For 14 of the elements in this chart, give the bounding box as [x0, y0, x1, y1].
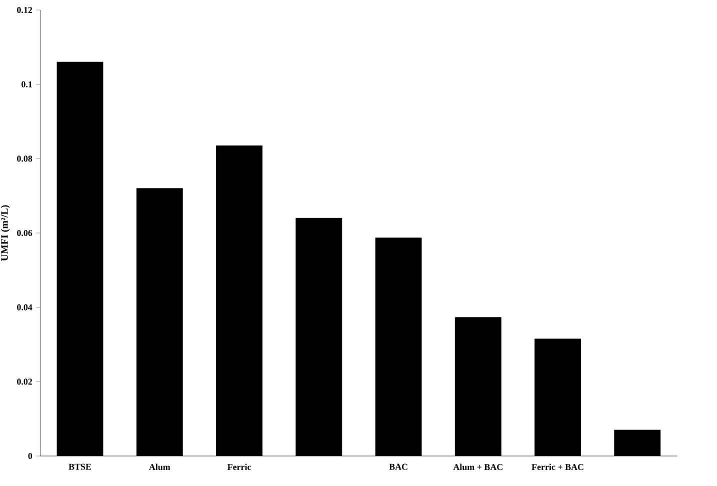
x-tick-label: Ferric + BAC [532, 464, 584, 470]
x-tick-label: Ferric [227, 464, 251, 470]
x-tick-label: Alum [149, 464, 170, 470]
x-tick-label: BAC [389, 464, 408, 470]
x-tick-label: Alum + BAC [453, 464, 502, 470]
y-tick-label: 0.1 [22, 81, 32, 88]
y-tick-label: 0.04 [17, 304, 32, 310]
y-tick-label: 0.02 [17, 378, 32, 385]
y-tick-label: 0.06 [17, 230, 32, 236]
y-tick-label: 0 [28, 452, 32, 460]
x-tick-label: BTSE [68, 464, 91, 470]
y-axis-title: UMFI (m²/L) [0, 205, 10, 261]
y-tick-label: 0.12 [17, 6, 32, 14]
y-tick-label: 0.08 [17, 156, 32, 162]
